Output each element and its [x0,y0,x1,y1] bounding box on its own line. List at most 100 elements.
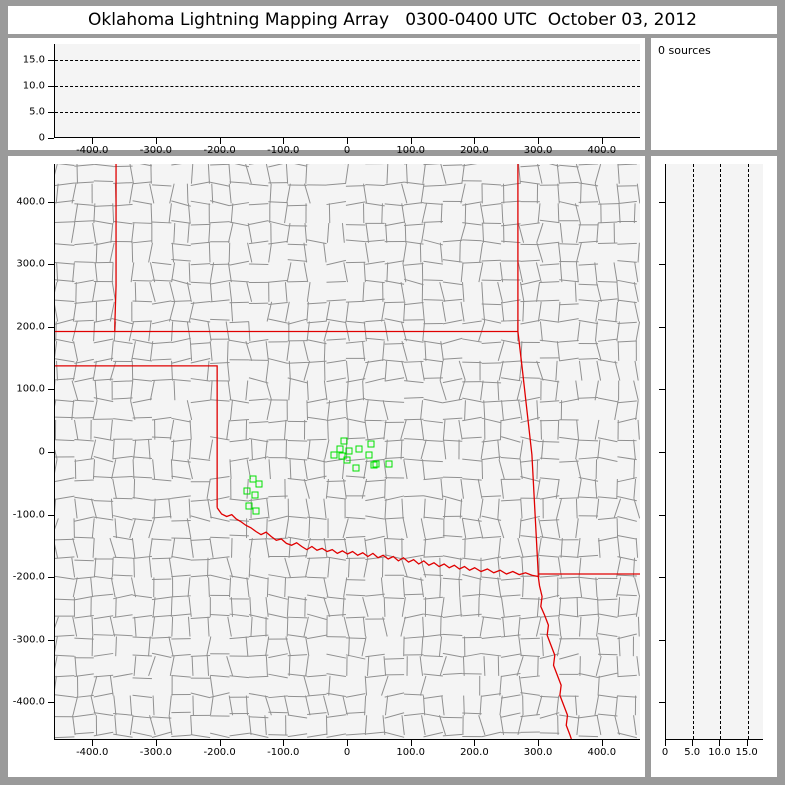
x-tick-label: 400.0 [587,145,617,156]
y-tick-mark [659,702,665,704]
y-tick-mark [48,452,54,453]
lightning-source-marker [338,452,346,460]
lightning-source-marker [249,475,257,483]
x-tick-label: -200.0 [203,747,236,758]
x-tick-mark [719,740,721,746]
y-tick-label: 15.0 [22,54,45,66]
y-tick-label: 400.0 [16,196,45,208]
x-tick-mark [601,740,603,746]
x-tick-mark [347,740,348,746]
x-tick-label: 200.0 [460,145,489,156]
top-plot-area [54,44,640,138]
y-tick-label: 10.0 [22,80,45,92]
x-tick-label: 100.0 [396,145,426,156]
x-tick-label: 400.0 [587,747,617,758]
lightning-source-marker [336,445,344,453]
x-tick-mark [538,740,540,746]
lightning-source-marker [255,480,263,488]
lightning-source-marker [243,487,251,495]
map-plot-area[interactable] [54,164,640,740]
x-tick-mark [347,138,348,144]
y-tick-label: -200.0 [12,571,45,583]
y-tick-mark [659,201,665,203]
lightning-source-marker [370,461,378,469]
lightning-source-marker [340,437,348,445]
right-plot-area [665,164,763,740]
top-plot-inner [55,44,640,137]
y-tick-label: 0 [38,132,45,144]
x-tick-mark [155,138,157,144]
y-tick-label: 0 [38,446,45,458]
sources-count-label: 0 sources [658,44,711,57]
x-tick-label: -400.0 [76,145,109,156]
lightning-source-marker [330,451,338,459]
y-tick-label: -400.0 [12,696,45,708]
y-tick-label: 300.0 [16,258,45,270]
x-tick-mark [92,138,94,144]
lightning-source-marker [245,502,253,510]
x-tick-mark [474,138,476,144]
y-tick-label: -300.0 [12,634,45,646]
y-tick-mark [659,452,665,453]
x-tick-mark [283,740,285,746]
x-tick-mark [155,740,157,746]
y-tick-mark [48,85,54,87]
x-tick-label: 0 [343,747,351,758]
y-tick-mark [659,639,665,641]
y-tick-mark [48,389,54,391]
x-tick-label: 100.0 [396,747,426,758]
x-tick-label: -100.0 [267,747,300,758]
x-tick-label: 300.0 [523,145,553,156]
y-tick-label: 5.0 [29,106,45,118]
map-plan-view-panel: 400.0 300.0 200.0 100.0 0 -100.0 -200.0 -300.0 -… [8,156,645,777]
page-title: Oklahoma Lightning Mapping Array 0300-04… [88,10,697,30]
y-tick-mark [48,138,54,139]
title-bar: Oklahoma Lightning Mapping Array 0300-04… [8,6,777,34]
y-tick-mark [48,639,54,641]
y-tick-mark [48,59,54,61]
x-tick-mark [283,138,285,144]
x-tick-label: 5.0 [684,747,701,758]
lightning-source-marker [372,460,380,468]
sources-info-panel: 0 sources [651,38,777,150]
lightning-source-marker [343,456,351,464]
lightning-source-marker [251,491,259,499]
basemap-outlines [55,164,640,739]
x-tick-label: -200.0 [203,145,236,156]
lightning-source-marker [385,460,393,468]
x-tick-mark [601,138,603,144]
grid-line-vertical [720,164,722,739]
y-tick-mark [48,577,54,579]
y-tick-mark [659,326,665,328]
x-tick-mark [746,740,748,746]
top-altitude-panel: 0 5.0 10.0 15.0 -400.0 -300.0 -200.0 -100.0 0 100… [8,38,645,156]
x-tick-label: 0 [343,145,351,156]
x-tick-label: 10.0 [708,747,731,758]
x-tick-mark [410,740,412,746]
grid-line-horizontal [55,85,640,87]
y-tick-mark [659,389,665,391]
y-tick-label: 200.0 [16,321,45,333]
grid-line-horizontal [55,111,640,113]
x-tick-mark [692,740,694,746]
x-tick-label: 0 [661,747,669,758]
x-tick-label: -300.0 [139,747,173,758]
y-tick-mark [48,201,54,203]
y-tick-mark [48,326,54,328]
x-tick-mark [219,740,221,746]
right-plot-inner [666,164,763,739]
x-tick-label: 15.0 [735,747,758,758]
lightning-source-marker [352,464,360,472]
lightning-source-marker [355,445,363,453]
lightning-source-marker [367,440,375,448]
y-tick-mark [659,514,665,516]
y-tick-mark [659,264,665,266]
lightning-source-marker [252,507,260,515]
x-tick-mark [410,138,412,144]
x-tick-label: -400.0 [76,747,109,758]
x-tick-mark [665,740,666,746]
x-tick-mark [538,138,540,144]
grid-line-vertical [693,164,695,739]
grid-line-horizontal [55,59,640,61]
